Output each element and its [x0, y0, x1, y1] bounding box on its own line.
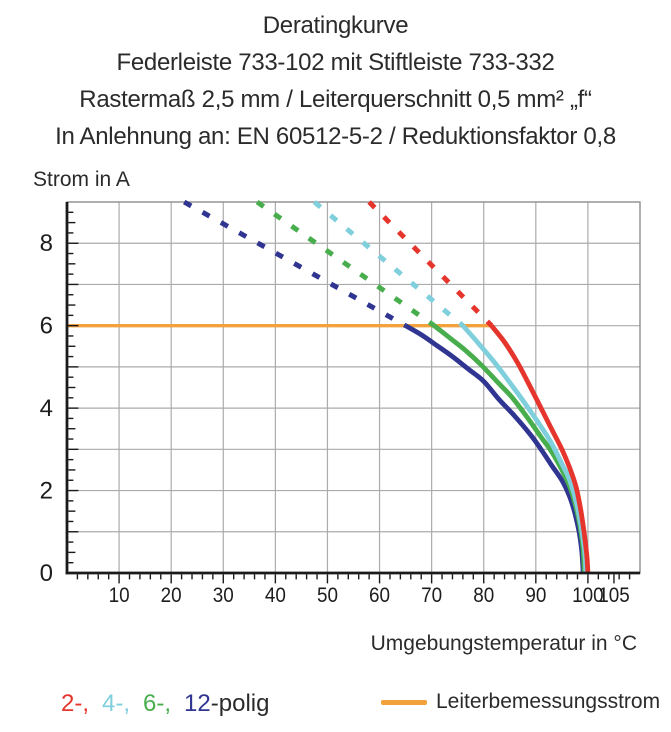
reference-line-label: Leiterbemessungsstrom — [436, 690, 661, 713]
chart-subtitle-parts: Federleiste 733-102 mit Stiftleiste 733-… — [116, 49, 555, 76]
series-2-polig-solid — [489, 324, 591, 574]
y-axis-label: Strom in A — [33, 168, 130, 191]
y-tick-label-2: 2 — [40, 478, 53, 505]
y-tick-label-0: 0 — [40, 560, 53, 587]
y-tick-label-4: 4 — [40, 395, 53, 422]
x-axis-label: Umgebungstemperatur in °C — [370, 632, 637, 655]
x-tick-label-50: 50 — [317, 584, 338, 607]
chart-subtitle-standard: In Anlehnung an: EN 60512-5-2 / Reduktio… — [55, 123, 616, 150]
x-tick-label-40: 40 — [265, 584, 286, 607]
x-tick-label-80: 80 — [473, 584, 494, 607]
series-6-polig-dashed — [255, 199, 436, 328]
x-tick-label-20: 20 — [161, 584, 182, 607]
series-2-polig-dashed — [367, 200, 494, 328]
x-tick-label-60: 60 — [369, 584, 390, 607]
reference-line-swatch — [381, 699, 427, 705]
x-tick-label-100: 100 — [572, 584, 604, 607]
x-tick-label-105: 105 — [598, 584, 630, 607]
legend-pole-suffix: -polig — [210, 690, 270, 717]
chart-title: Deratingkurve — [262, 12, 409, 39]
x-tick-label-10: 10 — [109, 584, 130, 607]
legend-pole-2: 2-, — [61, 690, 90, 717]
legend-pole-12: 12 — [184, 690, 211, 717]
y-tick-label-6: 6 — [40, 313, 53, 340]
chart-subtitle-pitch: Rastermaß 2,5 mm / Leiterquerschnitt 0,5… — [79, 86, 592, 113]
legend-pole-4: 4-, — [102, 690, 131, 717]
plot-frame — [66, 201, 641, 574]
x-tick-label-90: 90 — [525, 584, 546, 607]
legend-pole-6: 6-, — [143, 690, 172, 717]
x-tick-label-70: 70 — [421, 584, 442, 607]
x-tick-label-30: 30 — [213, 584, 234, 607]
y-tick-label-8: 8 — [40, 230, 53, 257]
chart-title-block: Deratingkurve Federleiste 733-102 mit St… — [0, 7, 671, 155]
series-12-polig-dashed — [182, 199, 407, 328]
legend-reference: Leiterbemessungsstrom — [381, 690, 660, 714]
legend-poles: 2-, 4-, 6-, 12-polig — [61, 690, 269, 718]
